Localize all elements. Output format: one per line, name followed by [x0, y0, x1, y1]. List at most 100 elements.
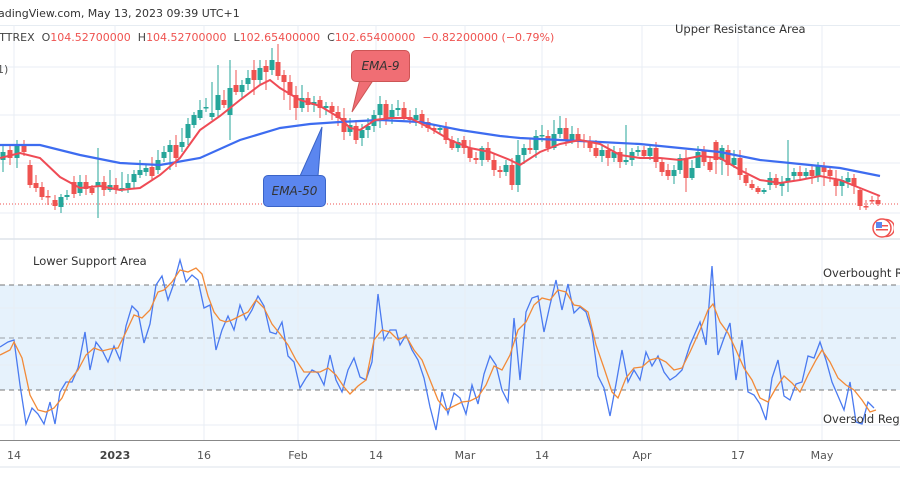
candle-body — [755, 188, 761, 192]
candle-body — [245, 78, 251, 84]
candle-body — [293, 95, 299, 108]
open-value: 104.52700000 — [50, 31, 131, 44]
candle-body — [7, 150, 13, 158]
candle-body — [455, 142, 461, 148]
candle-body — [425, 122, 431, 128]
candle-body — [39, 187, 45, 197]
candle-body — [419, 114, 425, 122]
candle-body — [203, 107, 209, 109]
candle-body — [587, 142, 593, 148]
candle-body — [869, 200, 875, 202]
candle-body — [527, 148, 533, 150]
candle-body — [287, 82, 293, 95]
candle-body — [33, 183, 39, 188]
candle-body — [215, 95, 221, 110]
chart-title: adingView.com, May 13, 2023 09:39 UTC+1 — [0, 7, 240, 20]
candle-body — [173, 145, 179, 158]
candle-body — [0, 152, 6, 160]
candle-body — [167, 145, 173, 152]
candle-body — [827, 170, 833, 176]
candle-body — [683, 158, 689, 178]
candle-body — [269, 60, 275, 70]
candle-body — [797, 172, 803, 176]
candle-body — [695, 152, 701, 168]
candle-body — [329, 106, 335, 112]
time-axis[interactable]: 14 2023 16 Feb 14 Mar 14 Apr 17 May — [0, 440, 900, 471]
candle-body — [45, 196, 51, 198]
candle-body — [335, 112, 341, 118]
candle-body — [485, 148, 491, 160]
candle-body — [89, 188, 95, 193]
candle-body — [677, 158, 683, 170]
candle-body — [737, 158, 743, 175]
ema50-callout[interactable]: EMA-50 — [263, 175, 326, 207]
candle-body — [521, 148, 527, 155]
candle-body — [209, 113, 215, 117]
candle-body — [707, 162, 713, 170]
candle-body — [815, 166, 821, 176]
ema9-callout[interactable]: EMA-9 — [351, 50, 410, 82]
candle-body — [263, 66, 269, 72]
candle-body — [503, 165, 509, 172]
candle-body — [623, 160, 629, 162]
candle-body — [731, 158, 737, 165]
x-tick-label: May — [810, 449, 834, 462]
candle-body — [749, 184, 755, 188]
lower-support-label: Lower Support Area — [33, 254, 147, 268]
candle-body — [641, 150, 647, 156]
candle-body — [497, 170, 503, 172]
candle-body — [785, 178, 791, 182]
close-label: C — [327, 31, 335, 44]
candle-body — [233, 85, 239, 92]
candle-body — [365, 126, 371, 130]
candle-body — [467, 148, 473, 158]
high-label: H — [137, 31, 147, 44]
candle-body — [761, 190, 767, 192]
x-tick-label: Mar — [454, 449, 476, 462]
candle-body — [803, 172, 809, 176]
candle-body — [317, 100, 323, 108]
x-tick-label: 14 — [369, 449, 383, 462]
candle-body — [479, 148, 485, 160]
candle-body — [563, 128, 569, 140]
candle-body — [515, 155, 521, 185]
x-tick-label: 16 — [197, 449, 211, 462]
candle-body — [839, 180, 845, 186]
candle-body — [341, 118, 347, 132]
candle-body — [395, 108, 401, 110]
candle-body — [137, 170, 143, 175]
candle-body — [665, 170, 671, 176]
candle-body — [21, 146, 27, 152]
candle-body — [461, 140, 467, 148]
candle-body — [257, 68, 263, 80]
candle-body — [545, 136, 551, 148]
x-tick-label: 17 — [731, 449, 745, 462]
candle-body — [689, 168, 695, 178]
oversold-label: Oversold Regi — [823, 412, 900, 426]
candle-body — [743, 175, 749, 183]
candle-body — [389, 110, 395, 118]
candle-body — [64, 195, 70, 197]
us-flag-icon[interactable] — [872, 217, 894, 239]
candle-body — [377, 104, 383, 115]
candle-body — [113, 185, 119, 190]
ema9-line — [0, 78, 881, 197]
ohlc-legend: ITTREX O104.52700000 H104.52700000 L102.… — [0, 31, 554, 44]
candle-body — [647, 148, 653, 156]
candle-body — [413, 115, 419, 120]
candle-body — [27, 165, 33, 185]
candle-body — [239, 85, 245, 92]
candle-body — [605, 150, 611, 158]
symbol-label: ITTREX — [0, 31, 35, 44]
candle-body — [125, 183, 131, 188]
candle-body — [185, 124, 191, 138]
candle-body — [353, 126, 359, 140]
candle-body — [539, 135, 545, 137]
stoch-d-line — [0, 267, 877, 413]
candle-body — [725, 150, 731, 165]
candle-body — [299, 98, 305, 108]
stoch-k-line — [0, 257, 875, 431]
close-value: 102.65400000 — [334, 31, 416, 44]
candle-body — [557, 128, 563, 134]
